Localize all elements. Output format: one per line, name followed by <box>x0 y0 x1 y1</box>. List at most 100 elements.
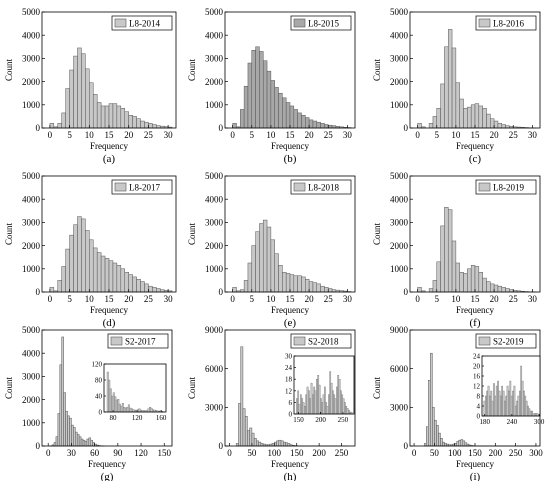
histogram-bar <box>274 253 279 293</box>
histogram-x-tick-label: 300 <box>529 448 543 458</box>
histogram-x-tick-label: 5 <box>435 294 440 304</box>
histogram-y-tick-label: 5000 <box>22 171 41 181</box>
histogram-bar <box>266 226 272 293</box>
histogram-bar <box>76 434 80 447</box>
histogram-bar <box>88 437 91 447</box>
legend: S2-2019 <box>475 333 537 349</box>
histogram-bar <box>258 441 262 447</box>
inset-bar <box>527 405 529 417</box>
inset-x-tick-label: 150 <box>293 416 304 424</box>
histogram-bar <box>152 124 157 129</box>
histogram-x-tick-label: 25 <box>509 130 519 140</box>
histogram-bar <box>324 124 329 129</box>
inset-bar <box>528 408 531 417</box>
legend-box <box>475 333 537 349</box>
inset-bar <box>329 371 332 415</box>
inset-bar <box>123 407 126 413</box>
inset-bar <box>485 395 487 417</box>
histogram-panel: 0 5 10 15 20 25 30 0 1000 2000 3000 4000 5000 Frequen… <box>4 7 177 165</box>
histogram-bar <box>493 284 499 293</box>
histogram-bar <box>444 46 449 129</box>
histogram-y-tick-label: 0 <box>404 287 409 297</box>
inset-y-tick-label: 24 <box>473 352 481 360</box>
histogram-bar <box>426 426 429 447</box>
histogram-bar <box>438 432 441 447</box>
inset-bar <box>308 390 310 415</box>
histogram-bar <box>320 285 325 293</box>
x-axis-title: Frequency <box>456 305 494 315</box>
histogram-bar <box>243 280 249 293</box>
histogram-bar <box>474 266 480 293</box>
histogram-bar <box>428 123 434 129</box>
legend-box <box>107 333 169 349</box>
inset-y-tick-label: 12 <box>285 387 293 395</box>
histogram-bar <box>112 103 118 129</box>
histogram-y-tick-label: 2000 <box>22 241 41 251</box>
histogram-bar <box>100 105 106 129</box>
x-axis-title: Frequency <box>88 459 126 469</box>
x-axis-title: Frequency <box>271 141 309 151</box>
histogram-bar <box>124 111 129 129</box>
legend-swatch <box>478 336 491 346</box>
histogram-panel: 0 30 60 90 120 150 0 1000 2000 3000 4000 5000 Freque… <box>4 325 173 481</box>
inset-bar <box>498 390 501 417</box>
inset-bar <box>310 382 313 415</box>
histogram-bar <box>57 280 62 293</box>
inset-y-tick-label: 16 <box>473 372 481 380</box>
histogram-bar <box>65 88 70 129</box>
legend-label: S2-2017 <box>125 337 156 347</box>
histogram-bar <box>486 281 491 293</box>
histogram-bar <box>432 280 438 293</box>
histogram-bar <box>232 287 237 293</box>
inset-bar <box>305 394 308 415</box>
histogram-y-tick-label: 0 <box>36 287 41 297</box>
histogram-x-tick-label: 0 <box>227 448 232 458</box>
histogram-bar <box>255 46 260 129</box>
inset-bar <box>112 392 115 413</box>
inset-bar <box>489 395 491 417</box>
histogram-bar <box>255 231 260 293</box>
histogram-bar <box>140 281 145 293</box>
histogram-bar <box>505 288 510 293</box>
histogram-bar <box>128 274 133 293</box>
histogram-bar <box>297 112 302 129</box>
histogram-bar <box>470 265 476 293</box>
histogram-bar <box>136 278 141 293</box>
histogram-bar <box>456 441 460 447</box>
histogram-y-tick-label: 0 <box>404 123 409 133</box>
histogram-bar <box>71 424 74 447</box>
histogram-bar <box>482 277 487 293</box>
histogram-y-tick-label: 0 <box>36 123 41 133</box>
inset-bar <box>130 408 133 413</box>
histogram-x-tick-label: 60 <box>90 448 100 458</box>
histogram-x-tick-label: 30 <box>528 130 538 140</box>
histogram-x-tick-label: 0 <box>46 448 51 458</box>
histogram-bar <box>116 265 122 293</box>
histogram-bar <box>436 261 441 293</box>
histogram-y-tick-label: 3000 <box>390 54 409 64</box>
inset-y-tick-label: 0 <box>477 412 481 420</box>
inset-bar <box>523 390 525 417</box>
inset-bar <box>300 394 302 415</box>
inset-bar <box>525 400 528 417</box>
histogram-bar <box>73 55 78 129</box>
inset-bar <box>524 395 527 417</box>
histogram-bar <box>459 272 464 293</box>
histogram-bar <box>470 104 476 129</box>
inset-bar <box>341 394 344 415</box>
histogram-bar <box>482 108 487 129</box>
histogram-bar <box>417 287 422 293</box>
legend-label: S2-2018 <box>308 337 339 347</box>
histogram-bar <box>467 106 472 129</box>
inset-bar <box>309 398 312 415</box>
histogram-x-tick-label: 0 <box>230 130 235 140</box>
histogram-y-tick-label: 2000 <box>22 77 41 87</box>
histogram-x-tick-label: 5 <box>435 130 440 140</box>
histogram-bar <box>316 121 321 129</box>
histogram-bar <box>501 287 506 293</box>
legend: L8-2016 <box>475 15 537 31</box>
histogram-y-tick-label: 3000 <box>390 402 409 412</box>
histogram-bar <box>464 442 468 447</box>
inset-bar <box>505 395 508 417</box>
inset-bar <box>115 399 118 413</box>
